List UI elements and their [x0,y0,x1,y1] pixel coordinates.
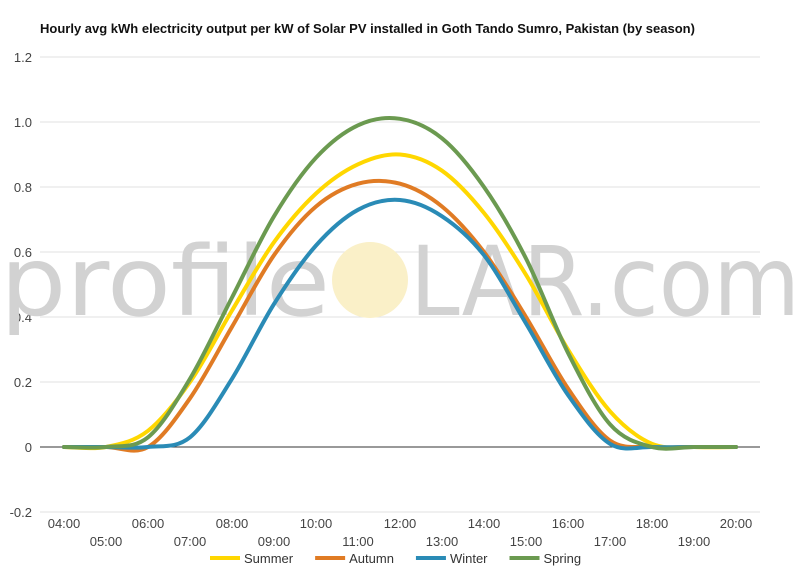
y-tick-label: 1.2 [14,50,32,65]
x-tick-label: 19:00 [678,534,711,549]
x-tick-label: 18:00 [636,516,669,531]
y-tick-label: -0.2 [10,505,32,520]
x-tick-label: 14:00 [468,516,501,531]
y-axis-ticks: -0.2 0 0.2 0.4 0.6 0.8 1.0 1.2 [10,50,32,520]
watermark-text-right: LAR.com [410,226,800,338]
watermark-text-left: profile [0,226,330,338]
x-axis-ticks: 04:00 05:00 06:00 07:00 08:00 09:00 10:00 11:00… [48,516,753,549]
series-lines [62,115,738,453]
x-tick-label: 15:00 [510,534,543,549]
watermark: profile LAR.com [0,226,800,338]
series-line-autumn [62,178,738,453]
x-tick-label: 07:00 [174,534,207,549]
x-tick-label: 06:00 [132,516,165,531]
y-tick-label: 0.8 [14,180,32,195]
x-tick-label: 08:00 [216,516,249,531]
y-tick-label: 0 [25,440,32,455]
y-tick-label: 0.2 [14,375,32,390]
x-tick-label: 17:00 [594,534,627,549]
x-tick-label: 20:00 [720,516,753,531]
legend-label-summer[interactable]: Summer [244,551,294,566]
y-tick-label: 1.0 [14,115,32,130]
x-tick-label: 13:00 [426,534,459,549]
x-tick-label: 12:00 [384,516,417,531]
series-line-spring [62,115,738,451]
legend-label-winter[interactable]: Winter [450,551,488,566]
x-tick-label: 16:00 [552,516,585,531]
x-tick-label: 11:00 [342,534,374,549]
chart-title: Hourly avg kWh electricity output per kW… [40,21,695,36]
legend-label-autumn[interactable]: Autumn [349,551,394,566]
x-tick-label: 05:00 [90,534,123,549]
series-line-winter [62,197,738,451]
y-tick-label: 0.6 [14,245,32,260]
legend-label-spring[interactable]: Spring [544,551,582,566]
x-tick-label: 09:00 [258,534,291,549]
x-tick-label: 10:00 [300,516,333,531]
x-tick-label: 04:00 [48,516,81,531]
legend[interactable]: Summer Autumn Winter Spring [210,551,581,566]
watermark-sun-icon [332,242,408,318]
y-tick-label: 0.4 [14,310,32,325]
